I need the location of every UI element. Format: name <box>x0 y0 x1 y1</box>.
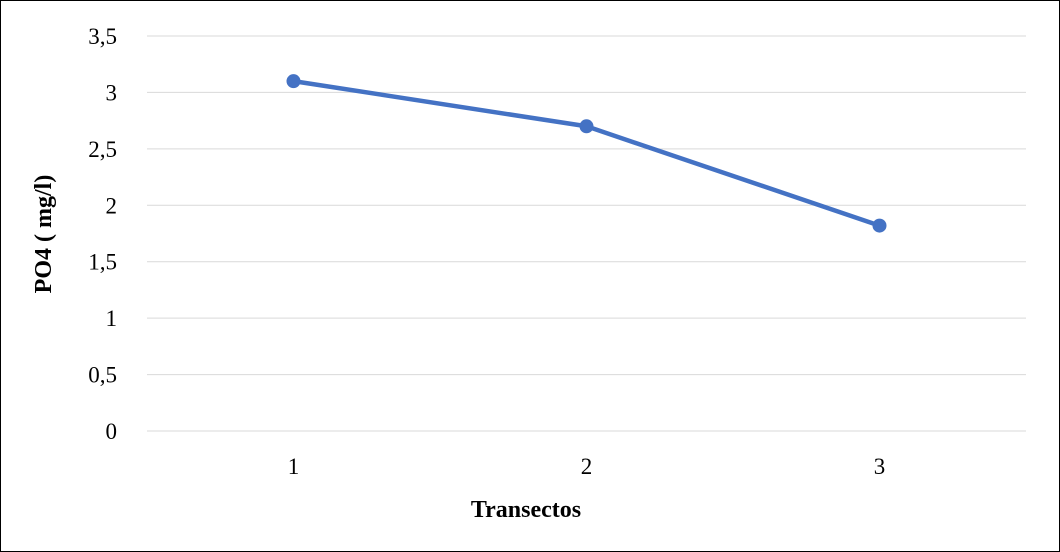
data-point <box>579 119 594 134</box>
y-tick-label: 0,5 <box>88 363 117 388</box>
y-axis-tick-labels: 0 0,5 1 1,5 2 2,5 3 3,5 <box>88 24 117 444</box>
y-tick-label: 1 <box>106 306 118 331</box>
y-axis-title: PO4 ( mg/l) <box>31 175 57 294</box>
y-tick-label: 1,5 <box>88 250 117 275</box>
series-layer <box>286 74 887 233</box>
series-line <box>291 78 882 228</box>
x-tick-label: 2 <box>581 454 593 479</box>
gridlines <box>147 35 1026 432</box>
data-point <box>286 74 301 89</box>
y-tick-label: 2 <box>106 193 118 218</box>
x-tick-label: 3 <box>874 454 886 479</box>
y-tick-label: 3,5 <box>88 24 117 49</box>
data-point <box>872 218 887 233</box>
x-axis-title: Transectos <box>471 497 581 523</box>
y-tick-label: 2,5 <box>88 137 117 162</box>
x-axis-tick-labels: 1 2 3 <box>288 454 886 479</box>
y-tick-label: 0 <box>106 419 118 444</box>
y-tick-label: 3 <box>106 80 118 105</box>
x-tick-label: 1 <box>288 454 300 479</box>
